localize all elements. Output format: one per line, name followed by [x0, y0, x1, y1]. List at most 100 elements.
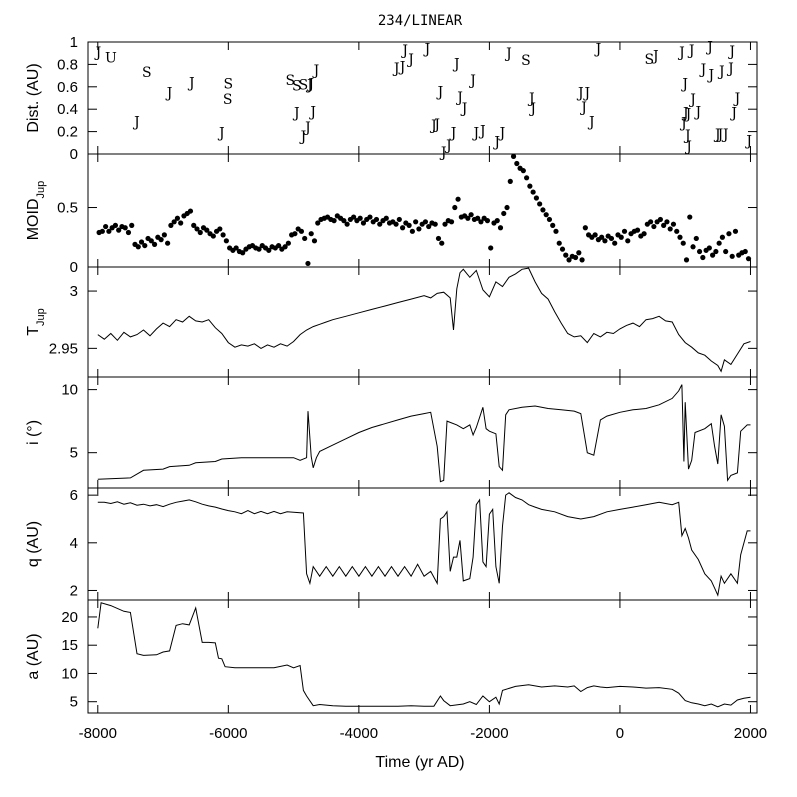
data-point — [745, 256, 752, 262]
data-point — [556, 240, 562, 246]
encounter-marker: J — [713, 127, 721, 143]
encounter-marker: J — [683, 128, 691, 144]
data-point — [540, 207, 546, 213]
data-point — [103, 223, 109, 230]
y-tick-label: 0.4 — [57, 101, 78, 118]
encounter-marker: J — [306, 76, 314, 92]
data-point — [178, 220, 184, 226]
data-point — [478, 219, 484, 225]
data-point — [275, 242, 282, 249]
encounter-marker: J — [587, 115, 595, 131]
y-tick-label: 0.6 — [57, 79, 78, 96]
data-point — [292, 231, 298, 237]
panel-frame — [87, 266, 758, 378]
data-point — [197, 229, 203, 236]
data-point — [690, 244, 696, 250]
data-point — [510, 153, 517, 159]
x-tick-label: -4000 — [340, 725, 378, 742]
y-tick-label: 2.95 — [49, 340, 78, 357]
encounter-marker: J — [94, 45, 102, 61]
data-point — [432, 221, 438, 227]
data-point — [475, 215, 481, 221]
encounter-marker: J — [681, 106, 689, 122]
data-point — [210, 233, 216, 239]
data-point — [599, 234, 605, 240]
data-point — [732, 228, 739, 234]
encounter-marker: J — [733, 91, 741, 107]
encounter-marker: J — [717, 64, 725, 80]
panel-frame — [87, 376, 758, 489]
encounter-marker: J — [312, 63, 320, 79]
data-point — [148, 238, 154, 244]
data-point — [559, 246, 566, 252]
data-point — [634, 227, 641, 233]
data-point — [142, 242, 148, 249]
encounter-marker: J — [582, 85, 590, 101]
data-point — [497, 225, 504, 231]
data-point — [266, 247, 272, 253]
encounter-marker: J — [478, 123, 486, 139]
data-point — [129, 222, 135, 228]
encounter-marker: S — [299, 78, 309, 94]
data-point — [116, 227, 122, 233]
data-point — [204, 227, 210, 233]
y-axis-label: i (°) — [25, 420, 42, 445]
data-point — [448, 219, 455, 225]
data-point — [308, 231, 314, 237]
encounter-marker: U — [105, 51, 117, 67]
data-point — [351, 214, 357, 220]
y-axis-label: q (AU) — [25, 521, 42, 567]
data-point — [504, 204, 510, 211]
data-point — [687, 214, 693, 220]
y-axis-label: TJup — [25, 308, 47, 336]
data-point — [514, 160, 520, 167]
data-point — [442, 221, 448, 227]
panel-q: 2 4 6 q (AU) — [25, 487, 758, 601]
y-axis-label-subscript: Jup — [35, 308, 47, 326]
encounter-marker: S — [292, 79, 302, 95]
data-point — [452, 204, 458, 211]
encounter-marker: J — [677, 45, 685, 61]
data-point — [191, 222, 197, 228]
data-point — [99, 228, 105, 234]
encounter-marker: J — [429, 118, 437, 134]
encounter-marker: J — [217, 126, 225, 142]
encounter-marker: J — [392, 61, 400, 77]
data-point — [530, 189, 536, 195]
data-point — [161, 232, 167, 238]
encounter-marker: J — [528, 101, 536, 117]
data-point — [360, 220, 367, 226]
data-point — [311, 238, 318, 244]
encounter-marker: J — [680, 76, 688, 92]
data-point — [501, 210, 507, 217]
data-point — [576, 250, 582, 256]
panel-frame — [87, 599, 758, 714]
data-point — [713, 248, 719, 255]
encounter-marker: J — [744, 134, 752, 150]
y-tick-label: 0 — [70, 259, 78, 276]
data-point — [367, 214, 373, 220]
data-point — [661, 222, 667, 228]
x-tick-label: -8000 — [79, 725, 117, 742]
x-axis-label: Time (yr AD) — [375, 754, 464, 771]
y-tick-label: 3 — [70, 283, 78, 300]
data-point — [651, 223, 657, 230]
data-point — [625, 238, 631, 244]
y-tick-label: 0.5 — [57, 200, 78, 217]
data-point — [494, 218, 500, 224]
encounter-marker: S — [645, 52, 655, 68]
data-point — [383, 215, 389, 221]
data-point — [396, 216, 402, 223]
data-point — [664, 219, 670, 225]
data-point — [168, 222, 174, 228]
data-point — [165, 240, 171, 246]
encounter-marker: J — [693, 104, 701, 120]
data-point — [282, 244, 288, 250]
data-point — [302, 235, 308, 242]
encounter-marker: J — [684, 107, 692, 123]
data-point — [700, 254, 706, 261]
data-point — [106, 228, 112, 234]
encounter-marker: J — [132, 115, 140, 131]
data-point — [187, 208, 194, 214]
